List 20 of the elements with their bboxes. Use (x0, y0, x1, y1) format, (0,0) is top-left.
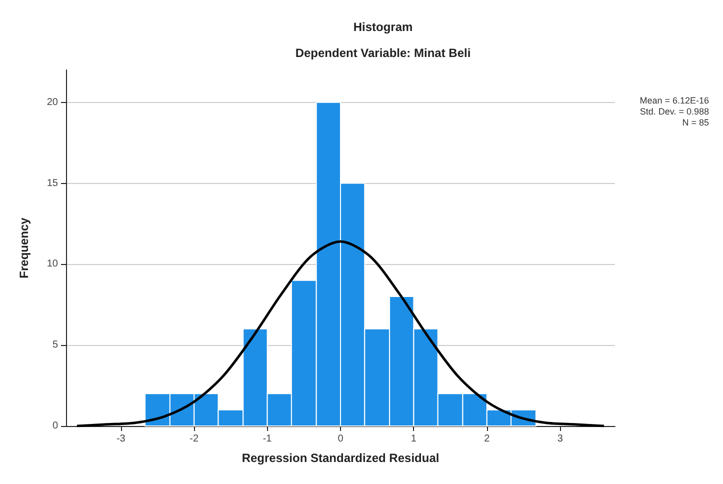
y-tick-label: 10 (46, 258, 58, 270)
y-tick-label: 15 (46, 178, 58, 189)
text: N = 85 (682, 118, 710, 128)
line-series (76, 240, 606, 428)
text: Std. Dev. = 0.988 (640, 106, 710, 116)
y-tick-label: 0 (52, 420, 58, 432)
y-tick-label: 5 (52, 340, 58, 351)
x-tick-label: 1 (410, 434, 417, 444)
x-tick-label: -3 (116, 434, 126, 444)
chart-subtitle: Dependent Variable: Minat Beli (295, 46, 471, 60)
x-tick-label: -1 (262, 434, 272, 444)
x-tick-label: 3 (557, 434, 564, 444)
y-tick-label: 20 (46, 96, 58, 108)
x-tick-label: 0 (338, 434, 344, 444)
chart-title: Histogram (353, 20, 413, 34)
x-axis-title: Regression Standardized Residual (242, 451, 440, 465)
x-tick-label: 2 (484, 434, 490, 444)
x-tick-label: -2 (190, 434, 199, 444)
text: Mean = 6.12E-16 (640, 96, 710, 106)
y-axis-title: Frequency (17, 217, 31, 278)
